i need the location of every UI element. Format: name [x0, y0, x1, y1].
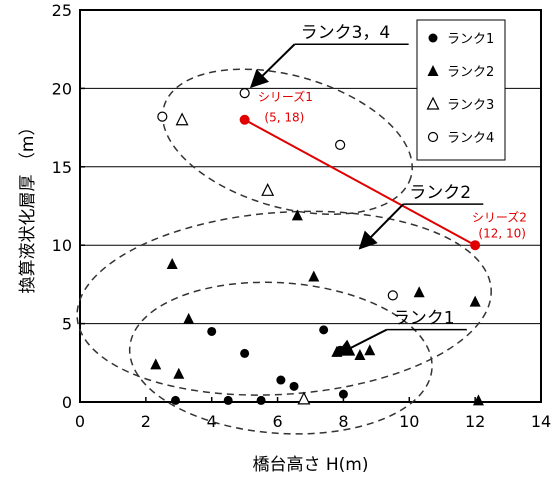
annotation-arrow	[358, 203, 404, 250]
data-point	[289, 381, 299, 391]
data-point	[239, 88, 250, 99]
axis-ticks: 0 5 10 15 20 25 0 2 4 6 8 10 12 14	[52, 1, 552, 431]
data-point	[256, 395, 266, 405]
series-line	[244, 118, 476, 247]
annotations: ランク3，4 ランク2 ランク1 シリーズ1 (5, 18) シリーズ2(12, 10)	[249, 23, 527, 356]
y-tick-label: 5	[62, 315, 72, 334]
legend: ランク1 ランク2 ランク3 ランク4	[416, 19, 506, 161]
data-point	[170, 395, 180, 405]
series-line-point	[239, 114, 250, 125]
x-tick-label: 6	[272, 412, 282, 431]
data-point	[223, 395, 233, 405]
data-point	[387, 290, 398, 301]
plot-area	[79, 9, 542, 403]
annotation-label: ランク1	[393, 309, 455, 329]
series-label: シリーズ2	[472, 210, 527, 225]
y-tick-label: 0	[62, 393, 72, 412]
legend-marker	[428, 33, 438, 43]
group-ellipse	[128, 281, 433, 435]
data-point	[166, 258, 178, 270]
legend-entry: ランク1	[447, 32, 494, 47]
x-tick-label: 10	[399, 412, 419, 431]
group-ellipses	[76, 68, 492, 435]
data-points	[150, 88, 484, 406]
annotation-arrow	[335, 328, 388, 356]
data-point	[175, 112, 189, 126]
x-tick-label: 0	[75, 412, 85, 431]
y-tick-label: 10	[52, 236, 72, 255]
data-point	[183, 312, 195, 324]
x-tick-label: 12	[465, 412, 485, 431]
annotation-label: ランク3，4	[301, 23, 391, 43]
data-point	[261, 182, 275, 196]
data-point	[157, 111, 168, 122]
y-tick-label: 25	[52, 1, 72, 20]
legend-entry: ランク3	[447, 98, 494, 113]
x-tick-label: 14	[531, 412, 551, 431]
group-ellipse	[76, 210, 492, 396]
series-line-point	[470, 240, 481, 251]
y-tick-label: 15	[52, 158, 72, 177]
y-axis-label: 換算液状化層厚 （m）	[18, 119, 38, 294]
series-label: シリーズ1	[258, 89, 313, 104]
legend-marker	[427, 65, 439, 76]
data-point	[276, 375, 286, 385]
data-point	[308, 270, 320, 282]
data-point	[173, 367, 185, 379]
x-axis-label: 橋台高さ H(m)	[252, 455, 368, 475]
x-tick-label: 2	[141, 412, 151, 431]
data-point	[335, 139, 346, 150]
x-tick-label: 8	[338, 412, 348, 431]
highlight-line	[239, 114, 481, 251]
data-point	[297, 391, 311, 405]
data-point	[354, 348, 366, 360]
data-point	[364, 344, 376, 356]
x-tick-label: 4	[207, 412, 217, 431]
annotation-arrow	[249, 43, 296, 89]
series-label: (5, 18)	[264, 110, 304, 124]
legend-marker	[427, 131, 439, 143]
y-tick-label: 20	[52, 79, 72, 98]
data-point	[319, 325, 329, 335]
data-point	[413, 286, 425, 298]
data-point	[240, 348, 250, 358]
data-point	[338, 389, 348, 399]
data-point	[469, 295, 481, 307]
data-point	[472, 394, 484, 406]
data-point	[291, 209, 303, 221]
data-point	[150, 358, 162, 370]
group-ellipse	[161, 68, 413, 215]
legend-entry: ランク2	[447, 65, 494, 80]
series-label: (12, 10)	[478, 226, 526, 240]
annotation-label: ランク2	[409, 183, 471, 203]
data-point	[207, 326, 217, 336]
legend-marker	[426, 96, 440, 110]
legend-entry: ランク4	[447, 131, 494, 146]
